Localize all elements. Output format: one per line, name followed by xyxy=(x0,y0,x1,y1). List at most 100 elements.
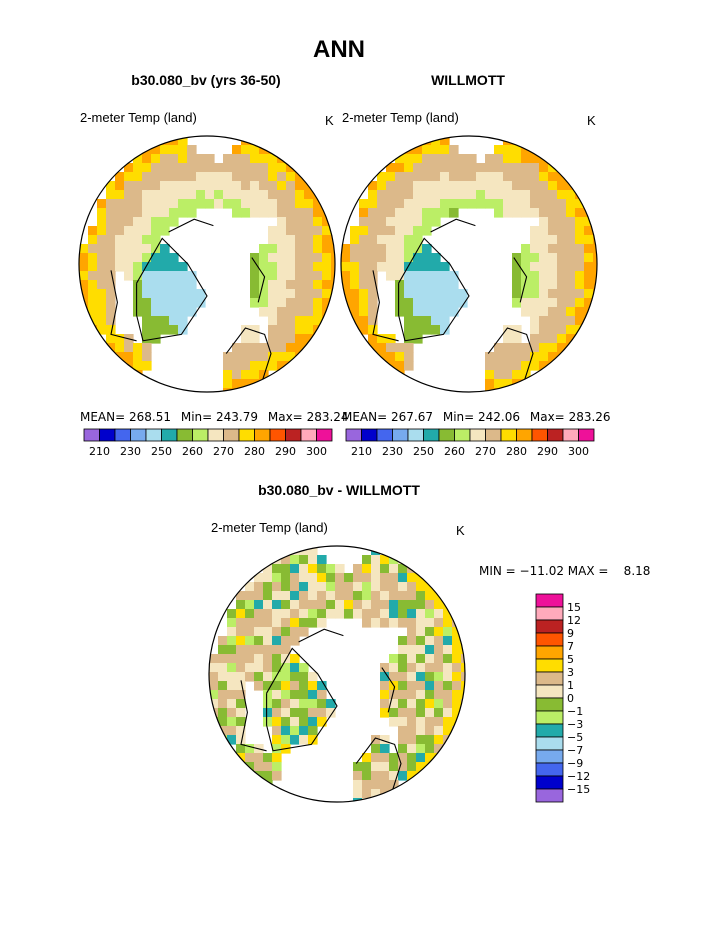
land-cell xyxy=(422,262,432,272)
land-cell xyxy=(250,181,260,191)
land-cell xyxy=(227,717,237,727)
land-cell xyxy=(124,190,134,200)
land-cell xyxy=(407,699,417,709)
land-cell xyxy=(236,591,246,601)
land-cell xyxy=(440,280,450,290)
land-cell xyxy=(106,199,116,209)
land-cell xyxy=(88,271,98,281)
land-cell xyxy=(313,199,323,209)
land-cell xyxy=(512,334,522,344)
land-cell xyxy=(443,681,453,691)
land-cell xyxy=(425,708,435,718)
land-cell xyxy=(425,753,435,763)
land-cell xyxy=(503,325,513,335)
land-cell xyxy=(236,627,246,637)
land-cell xyxy=(236,681,246,691)
land-cell xyxy=(263,753,273,763)
land-cell xyxy=(566,199,576,209)
land-cell xyxy=(268,262,278,272)
land-cell xyxy=(377,217,387,227)
land-cell xyxy=(290,555,300,565)
land-cell xyxy=(236,654,246,664)
land-cell xyxy=(413,217,423,227)
land-cell xyxy=(512,298,522,308)
colorbar-swatch xyxy=(500,428,517,442)
land-cell xyxy=(395,199,405,209)
land-cell xyxy=(434,690,444,700)
land-cell xyxy=(425,600,435,610)
land-cell xyxy=(272,627,282,637)
land-cell xyxy=(368,235,378,245)
colorbar-swatch xyxy=(161,428,178,442)
land-cell xyxy=(151,226,161,236)
land-cell xyxy=(106,262,116,272)
land-cell xyxy=(416,690,426,700)
land-cell xyxy=(530,154,540,164)
land-cell xyxy=(241,190,251,200)
land-cell xyxy=(304,208,314,218)
land-cell xyxy=(434,654,444,664)
land-cell xyxy=(530,190,540,200)
land-cell xyxy=(416,735,426,745)
coastline xyxy=(487,327,534,386)
land-cell xyxy=(268,181,278,191)
land-cell xyxy=(503,190,513,200)
land-cell xyxy=(277,334,287,344)
land-cell xyxy=(395,226,405,236)
land-cell xyxy=(380,600,390,610)
land-cell xyxy=(218,708,228,718)
land-cell xyxy=(223,190,233,200)
land-cell xyxy=(236,690,246,700)
land-cell xyxy=(290,591,300,601)
land-cell xyxy=(539,190,549,200)
land-cell xyxy=(142,271,152,281)
land-cell xyxy=(452,708,462,718)
land-cell xyxy=(557,325,567,335)
land-cell xyxy=(362,564,372,574)
land-cell xyxy=(326,582,336,592)
land-cell xyxy=(236,609,246,619)
land-cell xyxy=(548,334,558,344)
land-cell xyxy=(178,325,188,335)
land-cell xyxy=(380,663,390,673)
land-cell xyxy=(398,672,408,682)
land-cell xyxy=(407,591,417,601)
land-cell xyxy=(250,352,260,362)
land-cell xyxy=(290,609,300,619)
land-cell xyxy=(350,226,360,236)
land-cell xyxy=(115,217,125,227)
land-cell xyxy=(440,307,450,317)
land-cell xyxy=(160,181,170,191)
land-cell xyxy=(124,217,134,227)
land-cell xyxy=(425,717,435,727)
land-cell xyxy=(362,618,372,628)
land-cell xyxy=(548,352,558,362)
land-cell xyxy=(530,262,540,272)
land-cell xyxy=(290,636,300,646)
land-cell xyxy=(263,708,273,718)
land-cell xyxy=(359,217,369,227)
land-cell xyxy=(250,145,260,155)
land-cell xyxy=(584,235,594,245)
land-cell xyxy=(223,361,233,371)
land-cell xyxy=(341,244,351,254)
land-cell xyxy=(425,735,435,745)
land-cell xyxy=(124,244,134,254)
land-cell xyxy=(286,334,296,344)
land-cell xyxy=(169,307,179,317)
coastlines xyxy=(240,628,402,796)
land-cell xyxy=(353,573,363,583)
coastline xyxy=(240,680,267,752)
land-cell xyxy=(575,262,585,272)
panel-1-min-value: 243.79 xyxy=(216,410,259,424)
land-cell xyxy=(160,253,170,263)
land-cell xyxy=(380,681,390,691)
land-cell xyxy=(512,253,522,263)
land-cell xyxy=(241,199,251,209)
land-cell xyxy=(584,253,594,263)
land-cell xyxy=(362,753,372,763)
land-cell xyxy=(115,172,125,182)
land-cell xyxy=(404,298,414,308)
land-cell xyxy=(359,244,369,254)
land-cell xyxy=(263,618,273,628)
